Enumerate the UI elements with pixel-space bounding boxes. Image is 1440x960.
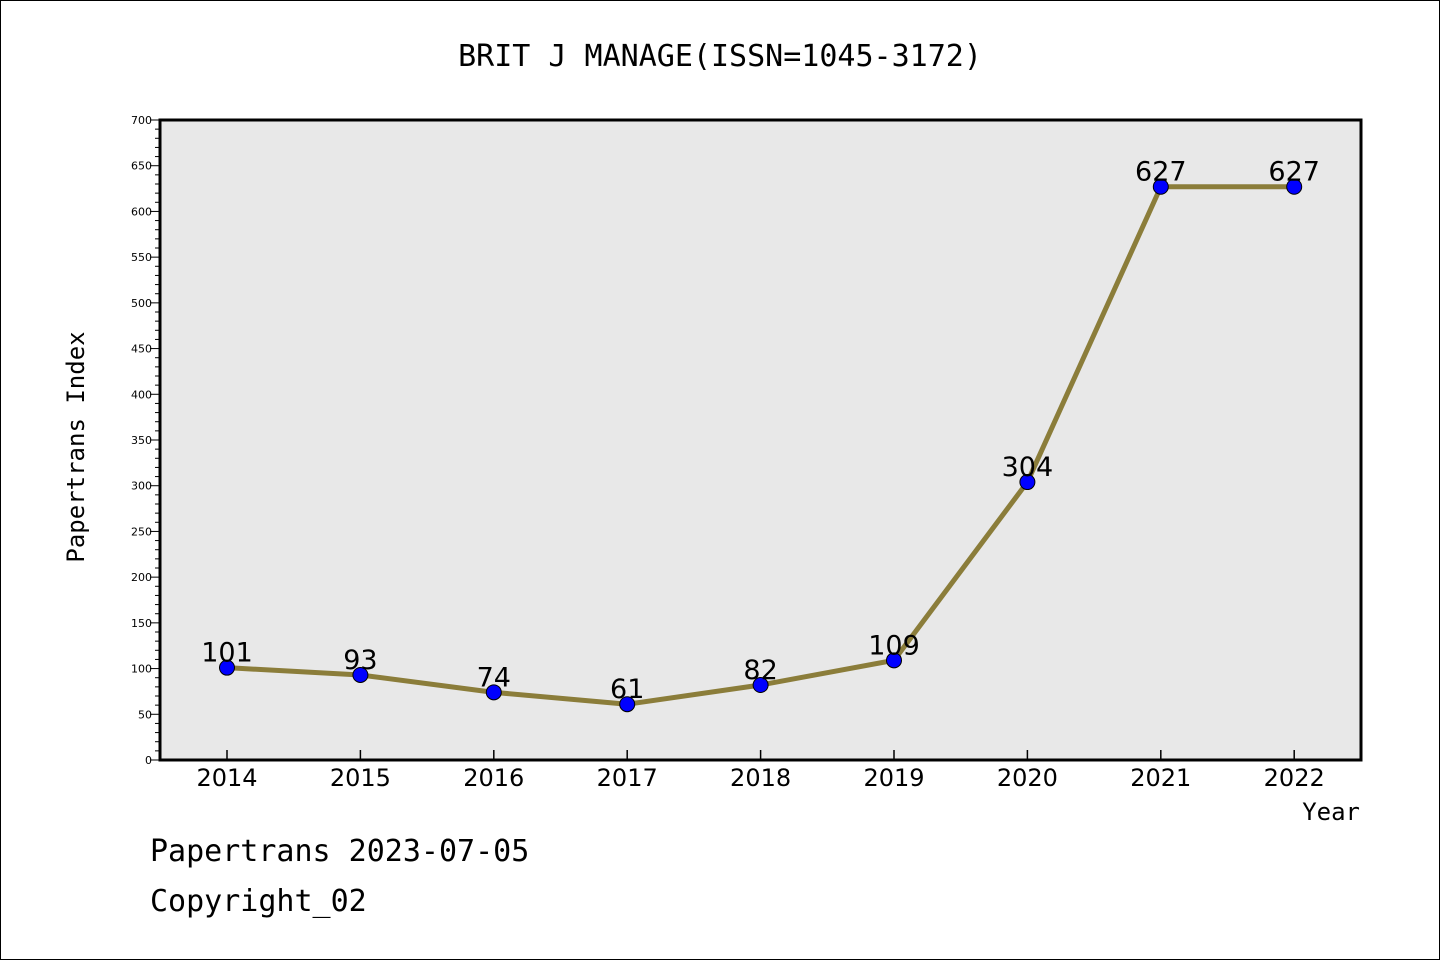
data-label: 93 — [343, 645, 377, 676]
y-tick-label: 300 — [131, 480, 152, 493]
y-tick-label: 650 — [131, 160, 152, 173]
x-tick-label: 2019 — [863, 764, 924, 792]
data-label: 74 — [477, 662, 511, 693]
y-tick-label: 100 — [131, 663, 152, 676]
y-tick-label: 400 — [131, 388, 152, 401]
x-tick-label: 2020 — [997, 764, 1058, 792]
data-point — [1152, 178, 1169, 195]
data-label: 304 — [1002, 452, 1054, 483]
data-point — [886, 652, 902, 669]
y-axis-label: Papertrans Index — [62, 331, 90, 562]
x-tick-label: 2022 — [1264, 764, 1325, 792]
y-tick-label: 150 — [131, 617, 152, 630]
y-tick-label: 200 — [131, 571, 152, 584]
y-tick-label: 250 — [131, 525, 152, 538]
data-point — [1286, 178, 1303, 195]
x-tick-label: 2016 — [463, 764, 524, 792]
y-tick-label: 600 — [131, 205, 152, 218]
x-tick-label: 2014 — [196, 764, 257, 792]
y-tick-label: 0 — [145, 754, 152, 767]
y-tick-label: 550 — [131, 251, 152, 264]
footer-date: Papertrans 2023-07-05 — [150, 834, 530, 869]
x-tick-label: 2018 — [730, 764, 791, 792]
data-label: 82 — [743, 655, 777, 686]
y-tick-label: 350 — [131, 434, 152, 447]
data-label: 101 — [201, 638, 253, 669]
x-axis-label: Year — [1302, 798, 1360, 826]
footer-copyright: Copyright_02 — [150, 884, 367, 919]
y-axis: 0 50 100 150 200 250 300 350 400 450 500 550 600 650 7… — [131, 114, 160, 767]
x-tick-label: 2021 — [1130, 764, 1191, 792]
data-point — [352, 666, 369, 683]
series-group: 101 93 74 61 82 109 304 627 627 — [201, 157, 1320, 713]
data-point — [219, 659, 235, 676]
y-tick-label: 50 — [138, 708, 152, 721]
data-point — [485, 684, 502, 701]
data-point — [752, 677, 769, 694]
data-label: 627 — [1135, 157, 1187, 188]
data-point — [1019, 474, 1036, 491]
x-axis: 2014 2015 2016 2017 2018 2019 2020 2021 2022 — [196, 750, 1325, 792]
y-tick-label: 450 — [131, 343, 152, 356]
y-tick-label: 700 — [131, 114, 152, 127]
y-tick-label: 500 — [131, 297, 152, 310]
x-tick-label: 2017 — [597, 764, 658, 792]
x-tick-label: 2015 — [330, 764, 391, 792]
data-label: 109 — [868, 630, 920, 661]
data-label: 627 — [1268, 157, 1320, 188]
data-point — [619, 696, 636, 713]
data-label: 61 — [610, 674, 644, 705]
plot-area — [158, 118, 1363, 762]
chart-title: BRIT J MANAGE(ISSN=1045-3172) — [458, 39, 982, 74]
